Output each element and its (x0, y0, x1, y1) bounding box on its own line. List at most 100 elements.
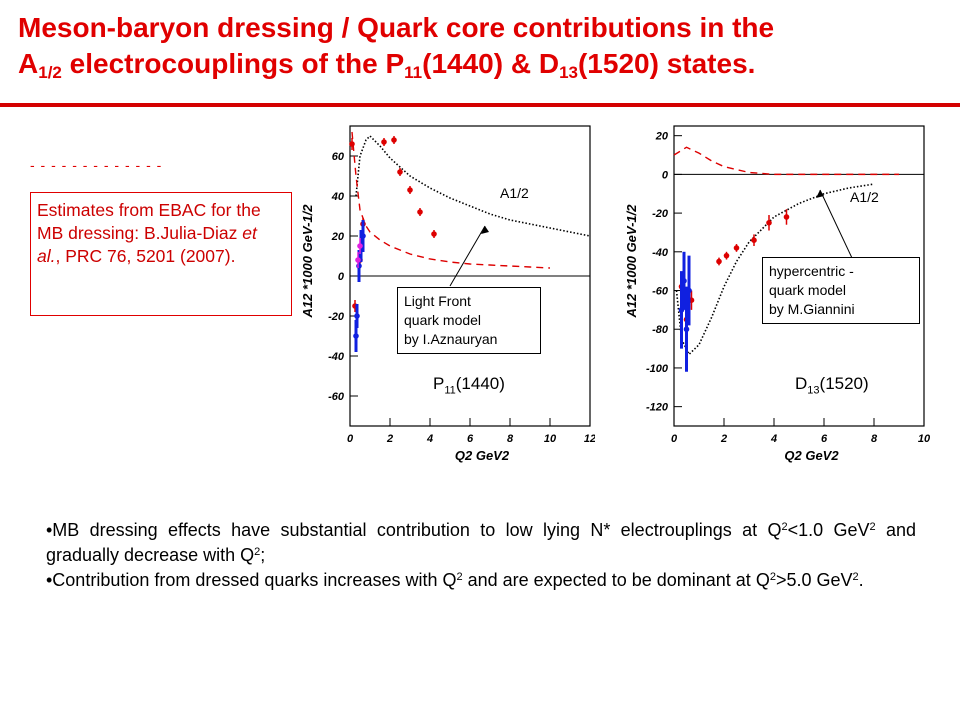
y-tick-label: -100 (646, 363, 669, 375)
x-axis-label: Q2 GeV2 (455, 448, 510, 463)
bullet-text: •MB dressing effects have substantial co… (46, 520, 782, 540)
data-point (391, 137, 397, 143)
data-point (751, 237, 757, 243)
title-part: (1520) states. (577, 48, 756, 79)
annotation-arrow (449, 225, 486, 287)
state-part: D (795, 374, 808, 393)
y-tick-label: 20 (655, 131, 669, 143)
x-tick-label: 0 (671, 433, 678, 445)
curve-label: A1/2 (850, 189, 879, 205)
title-sub: 1/2 (38, 63, 62, 82)
data-point (733, 245, 740, 251)
sup: 2 (254, 546, 261, 558)
d13-state-label: D13(1520) (795, 374, 869, 396)
sup: 2 (456, 571, 463, 583)
state-part: (1520) (819, 374, 869, 393)
y-tick-label: 60 (332, 151, 345, 163)
data-point (360, 233, 366, 239)
title-sub: 13 (559, 63, 578, 82)
slide-title: Meson-baryon dressing / Quark core contr… (18, 10, 948, 82)
state-part: (1440) (455, 374, 505, 393)
x-tick-label: 0 (347, 433, 354, 445)
x-tick-label: 4 (770, 433, 777, 445)
x-tick-label: 10 (918, 433, 931, 445)
data-point (349, 141, 355, 147)
data-point (357, 243, 363, 249)
state-sub: 11 (444, 384, 456, 397)
data-point (431, 231, 437, 237)
x-tick-label: 10 (544, 433, 557, 445)
bullet-text: and are expected to be dominant at Q (462, 570, 770, 590)
curve-label: A1/2 (500, 185, 529, 201)
ebac-text: Estimates from EBAC for the MB dressing:… (37, 200, 261, 243)
mb-dressing-curve (673, 146, 899, 176)
data-point (766, 219, 772, 226)
bullet-text: <1.0 GeV (787, 520, 870, 540)
data-point (723, 252, 730, 259)
data-point (783, 214, 790, 220)
title-line-1: Meson-baryon dressing / Quark core contr… (18, 12, 775, 43)
ebac-text-end: , PRC 76, 5201 (2007). (55, 246, 236, 266)
data-point (716, 258, 722, 265)
data-point (407, 187, 413, 193)
state-sub: 13 (807, 384, 820, 397)
sup: 2 (781, 521, 788, 533)
quark-model-curve (675, 183, 875, 356)
title-divider (0, 103, 960, 107)
sup: 2 (769, 571, 776, 583)
bullet-1: •MB dressing effects have substantial co… (46, 518, 916, 568)
bullet-2: •Contribution from dressed quarks increa… (46, 568, 916, 593)
annotation-line: quark model (404, 312, 482, 328)
y-axis-label: A12 *1000 GeV-1/2 (624, 204, 639, 319)
title-line-2: A1/2 electrocouplings of the P11(1440) &… (18, 46, 948, 82)
annotation-line: by M.Giannini (769, 301, 855, 317)
y-tick-label: -40 (328, 351, 345, 363)
title-part: (1440) & D (422, 48, 560, 79)
annotation-line: quark model (769, 282, 847, 298)
data-point (354, 313, 360, 319)
light-front-annotation: Light Front quark model by I.Aznauryan (397, 287, 541, 354)
ebac-reference-box: Estimates from EBAC for the MB dressing:… (30, 192, 292, 316)
sup: 2 (852, 571, 859, 583)
y-tick-label: 20 (331, 231, 345, 243)
x-tick-label: 8 (507, 433, 514, 445)
data-point (417, 209, 423, 215)
title-sub: 11 (404, 63, 423, 82)
annotation-arrow (819, 189, 853, 259)
mb-dressing-curve (351, 131, 551, 269)
title-part: A (18, 48, 39, 79)
arrow-head (816, 190, 824, 198)
data-point (353, 333, 359, 339)
p11-chart: 60 40 20 0 -20 -40 -60 0 2 4 6 8 10 12 Q2 GeV2 A12 *100… (300, 125, 595, 463)
summary-bullets: •MB dressing effects have substantial co… (46, 518, 916, 593)
y-tick-label: -60 (652, 286, 669, 298)
x-tick-label: 6 (821, 433, 828, 445)
bullet-text: ; (260, 545, 266, 565)
y-tick-label: 0 (662, 169, 669, 181)
sup: 2 (869, 521, 876, 533)
y-tick-label: -60 (328, 391, 345, 403)
data-point (355, 257, 361, 263)
data-point (356, 263, 362, 269)
annotation-line: hypercentric - (769, 263, 854, 279)
x-tick-label: 6 (467, 433, 474, 445)
d13-chart: 20 0 -20 -40 -60 -80 -100 -120 0 2 4 6 8 10 Q2 GeV2 A12… (624, 125, 931, 463)
arrow-head (481, 226, 489, 234)
ebac-etal: et al. (37, 223, 257, 266)
y-axis-label: A12 *1000 GeV-1/2 (300, 204, 315, 319)
bullet-text: >5.0 GeV (775, 570, 853, 590)
title-part: electrocouplings of the P (61, 48, 405, 79)
x-tick-label: 8 (871, 433, 878, 445)
y-tick-label: -120 (646, 402, 669, 414)
x-axis-label: Q2 GeV2 (784, 448, 839, 463)
state-part: P (433, 374, 445, 393)
quark-model-curve (355, 134, 591, 237)
y-tick-label: -20 (652, 208, 669, 220)
hypercentric-annotation: hypercentric - quark model by M.Giannini (762, 257, 920, 324)
bullet-text: and gradually decrease with Q (46, 520, 916, 565)
x-tick-label: 2 (720, 433, 727, 445)
data-point (683, 326, 690, 333)
x-tick-label: 12 (584, 433, 595, 445)
bullet-text: •Contribution from dressed quarks increa… (46, 570, 457, 590)
annotation-line: Light Front (404, 293, 471, 309)
